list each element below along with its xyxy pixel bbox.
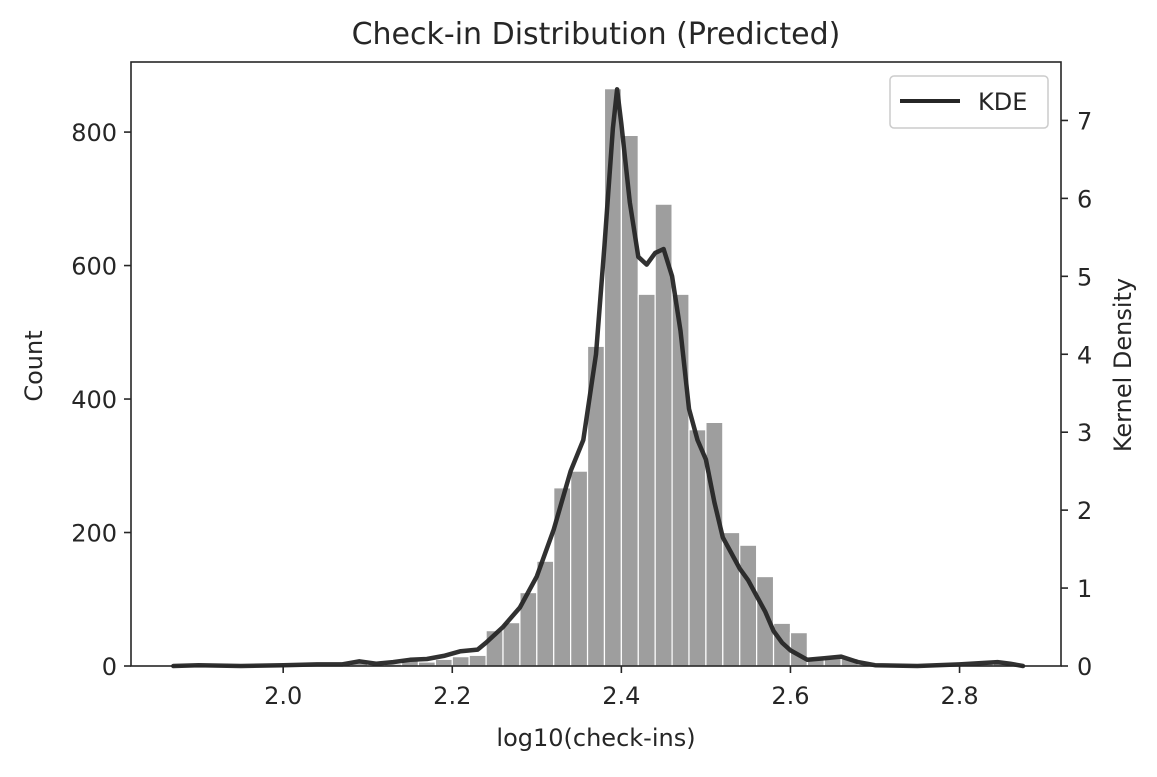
y-left-tick-label: 400 [71, 386, 117, 414]
y-right-tick-label: 1 [1077, 575, 1092, 603]
histogram-bar [502, 622, 521, 667]
legend: KDE [889, 75, 1049, 129]
x-tick-label: 2.8 [940, 682, 978, 710]
y-left-tick-label: 800 [71, 119, 117, 147]
x-tick-label: 2.0 [264, 682, 302, 710]
histogram-bar [637, 293, 656, 667]
histogram-bar [468, 654, 487, 667]
y-left-tick-label: 600 [71, 253, 117, 281]
y-right-tick-label: 0 [1077, 653, 1092, 681]
y-right-tick-label: 6 [1077, 185, 1092, 213]
y-right-tick-label: 2 [1077, 497, 1092, 525]
y-right-tick-label: 7 [1077, 107, 1092, 135]
x-axis-label: log10(check-ins) [496, 724, 695, 752]
y-right-tick-label: 5 [1077, 263, 1092, 291]
legend-box [889, 75, 1049, 129]
histogram-bar [570, 470, 589, 667]
plot-frame [130, 61, 1062, 667]
histogram-bar [434, 658, 453, 667]
y-left-tick-label: 0 [102, 653, 117, 681]
histogram-bar [705, 421, 724, 667]
y-axis-left-ticks: 0 200 400 600 800 [71, 119, 131, 681]
y-axis-right-label: Kernel Density [1109, 278, 1137, 452]
histogram-bar [739, 544, 758, 667]
chart-title: Check-in Distribution (Predicted) [352, 17, 841, 52]
y-right-tick-label: 4 [1077, 341, 1092, 369]
histogram-bar [536, 560, 555, 667]
y-axis-left-label: Count [20, 330, 48, 401]
y-left-tick-label: 200 [71, 520, 117, 548]
x-tick-label: 2.2 [433, 682, 471, 710]
kde-line [171, 87, 1026, 669]
y-right-tick-label: 3 [1077, 419, 1092, 447]
x-tick-label: 2.4 [602, 682, 640, 710]
histogram-bar [688, 429, 707, 667]
kde-layer [171, 87, 1026, 669]
y-axis-right-ticks: 0 1 2 3 4 5 6 7 [1061, 107, 1092, 681]
histogram-bar [603, 88, 622, 667]
legend-kde-label: KDE [978, 88, 1027, 116]
histogram-bars [181, 88, 1011, 667]
x-tick-label: 2.6 [771, 682, 809, 710]
x-axis-ticks: 2.0 2.2 2.4 2.6 2.8 [264, 666, 979, 710]
histogram-bar [451, 656, 470, 667]
